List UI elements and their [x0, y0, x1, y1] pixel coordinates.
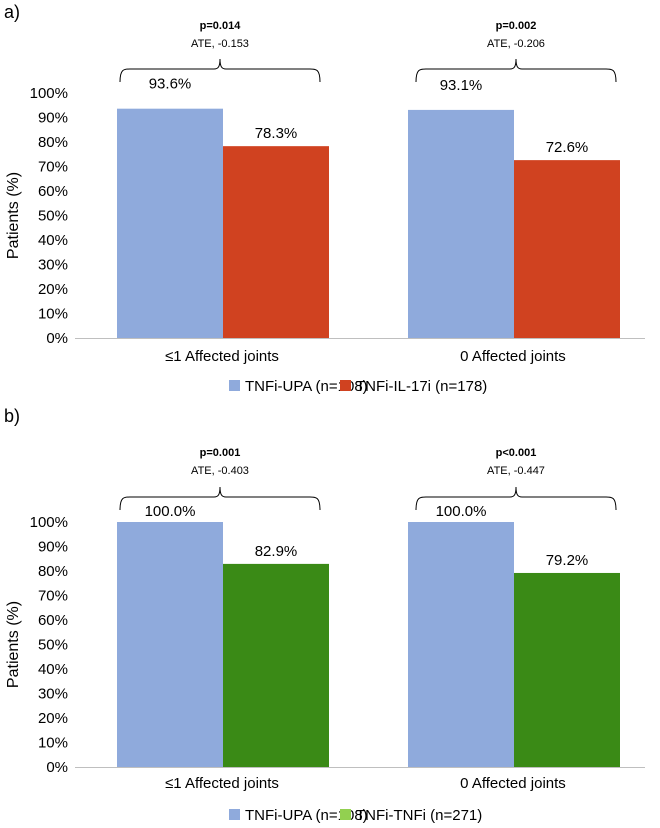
- significance-bracket: [415, 486, 617, 511]
- y-axis-label: Patients (%): [5, 601, 22, 688]
- y-tick-label: 90%: [38, 539, 68, 556]
- ate-label: ATE, -0.206: [487, 38, 545, 50]
- x-tick-label: 0 Affected joints: [460, 775, 566, 792]
- bar: [408, 522, 514, 767]
- y-axis-label: Patients (%): [5, 172, 22, 259]
- x-tick-label: 0 Affected joints: [460, 348, 566, 365]
- y-tick-label: 70%: [38, 588, 68, 605]
- y-tick-label: 40%: [38, 661, 68, 678]
- legend-swatch: [340, 380, 351, 391]
- legend-swatch: [229, 809, 240, 820]
- y-tick-label: 80%: [38, 563, 68, 580]
- data-label: 79.2%: [546, 552, 589, 569]
- y-tick-label: 10%: [38, 735, 68, 752]
- legend-label: TNFi-UPA (n=108): [245, 807, 368, 824]
- y-tick-label: 90%: [38, 110, 68, 127]
- ate-label: ATE, -0.153: [191, 38, 249, 50]
- y-tick-label: 50%: [38, 637, 68, 654]
- data-label: 78.3%: [255, 125, 298, 142]
- bar: [514, 160, 620, 338]
- y-tick-label: 20%: [38, 281, 68, 298]
- y-tick-label: 60%: [38, 612, 68, 629]
- p-value-label: p=0.014: [200, 20, 242, 32]
- ate-label: ATE, -0.403: [191, 465, 249, 477]
- y-tick-label: 60%: [38, 183, 68, 200]
- ate-label: ATE, -0.447: [487, 465, 545, 477]
- data-label: 100.0%: [145, 503, 196, 520]
- y-tick-label: 70%: [38, 159, 68, 176]
- y-tick-label: 20%: [38, 710, 68, 727]
- bar: [117, 108, 223, 339]
- y-tick-label: 30%: [38, 257, 68, 274]
- bar: [223, 146, 329, 338]
- data-label: 72.6%: [546, 139, 589, 156]
- y-tick-label: 100%: [30, 514, 68, 531]
- legend-swatch: [229, 380, 240, 391]
- panel-label: a): [4, 2, 20, 22]
- y-tick-label: 50%: [38, 208, 68, 225]
- bar: [408, 109, 514, 338]
- y-tick-label: 0%: [46, 759, 68, 776]
- x-tick-label: ≤1 Affected joints: [165, 348, 279, 365]
- bar: [117, 522, 223, 767]
- p-value-label: p<0.001: [496, 447, 537, 459]
- p-value-label: p=0.001: [200, 447, 241, 459]
- bar: [223, 563, 329, 767]
- data-label: 82.9%: [255, 543, 298, 560]
- significance-bracket: [119, 58, 321, 83]
- panel-label: b): [4, 406, 20, 426]
- y-tick-label: 10%: [38, 306, 68, 323]
- p-value-label: p=0.002: [496, 20, 537, 32]
- x-tick-label: ≤1 Affected joints: [165, 775, 279, 792]
- bar: [514, 572, 620, 767]
- y-tick-label: 0%: [46, 330, 68, 347]
- chart-panel-b: b) 0% 10% 20% 30% 40% 50% 60% 70% 80% 90% 100% Patie…: [4, 406, 645, 824]
- chart-panel-a: a) 0% 10% 20% 30% 40% 50% 60% 70% 80% 90% 100% Patie…: [4, 2, 645, 395]
- data-label: 93.6%: [149, 76, 192, 93]
- y-tick-label: 100%: [30, 85, 68, 102]
- y-tick-label: 40%: [38, 232, 68, 249]
- data-label: 93.1%: [440, 77, 483, 94]
- significance-bracket: [415, 58, 617, 83]
- y-tick-label: 80%: [38, 134, 68, 151]
- legend-label: TNFi-TNFi (n=271): [356, 807, 482, 824]
- legend-label: TNFi-IL-17i (n=178): [356, 378, 487, 395]
- significance-bracket: [119, 486, 321, 511]
- data-label: 100.0%: [436, 503, 487, 520]
- legend-swatch: [340, 809, 351, 820]
- y-tick-label: 30%: [38, 686, 68, 703]
- legend-label: TNFi-UPA (n=108): [245, 378, 368, 395]
